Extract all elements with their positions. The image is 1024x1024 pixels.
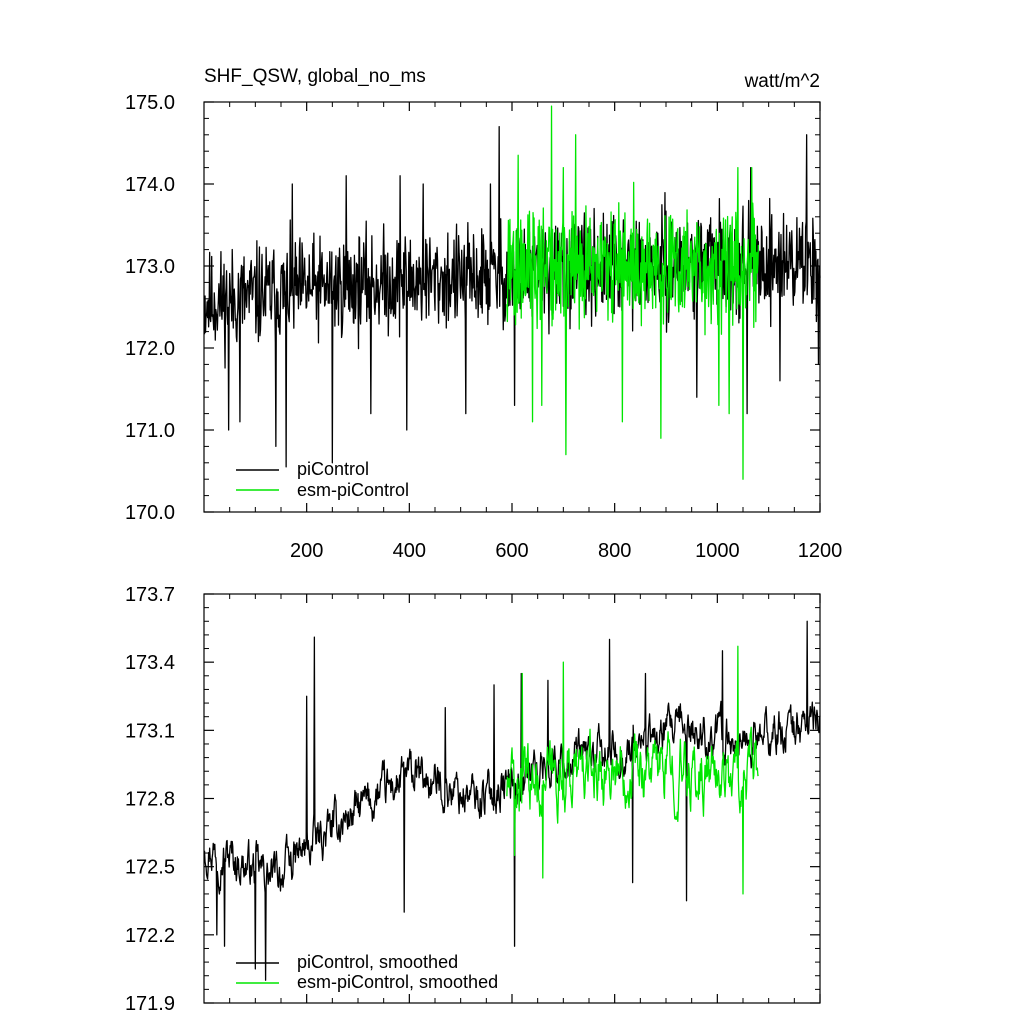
x-tick-label: 1200 [798,540,843,562]
plot-frame [203,101,821,513]
y-tick-label: 171.9 [125,993,175,1015]
y-tick-label: 175.0 [125,92,175,114]
y-tick-label: 173.7 [125,584,175,606]
legend-label-picontrol-smoothed: piControl, smoothed [297,952,458,972]
legend-label-picontrol: piControl [297,459,369,479]
top-panel: SHF_QSW, global_no_ms watt/m^2 200 400 600… [125,66,842,562]
y-tick-label: 171.0 [125,420,175,442]
y-tick-label: 173.0 [125,256,175,278]
x-tick-label: 200 [290,540,323,562]
bottom-legend: piControl, smoothed esm-piControl, smoot… [236,952,498,992]
legend-label-esm-picontrol-smoothed: esm-piControl, smoothed [297,972,498,992]
x-tick-label: 400 [393,540,426,562]
series-line-picontrol [203,125,821,468]
y-tick-label: 170.0 [125,502,175,524]
bottom-axes-group: 171.9 172.2 172.5 172.8 173.1 173.4 173.7 [125,584,821,1015]
top-axes-group: 200 400 600 800 1000 1200 170.0 171.0 172.0 173.0… [125,92,842,562]
plot-frame [203,593,821,1004]
top-legend: piControl esm-piControl [236,459,409,500]
y-tick-label: 173.1 [125,720,175,742]
series-line-picontrol-smoothed [203,620,821,981]
x-tick-label: 1000 [695,540,740,562]
y-tick-label: 173.4 [125,652,175,674]
series-line-esm-picontrol-smoothed [506,645,759,895]
y-tick-label: 172.2 [125,925,175,947]
chart-title-left: SHF_QSW, global_no_ms [204,66,426,87]
x-tick-label: 800 [598,540,631,562]
y-tick-label: 172.5 [125,857,175,879]
x-tick-label: 600 [495,540,528,562]
chart-units-label: watt/m^2 [744,71,820,92]
y-tick-label: 172.0 [125,338,175,360]
series-line-esm-picontrol [506,105,760,480]
top-series-group [203,105,821,480]
y-tick-label: 174.0 [125,174,175,196]
y-tick-label: 172.8 [125,789,175,811]
bottom-panel: 171.9 172.2 172.5 172.8 173.1 173.4 173.7 piCo… [125,584,821,1015]
legend-label-esm-picontrol: esm-piControl [297,480,409,500]
bottom-series-group [203,620,821,981]
